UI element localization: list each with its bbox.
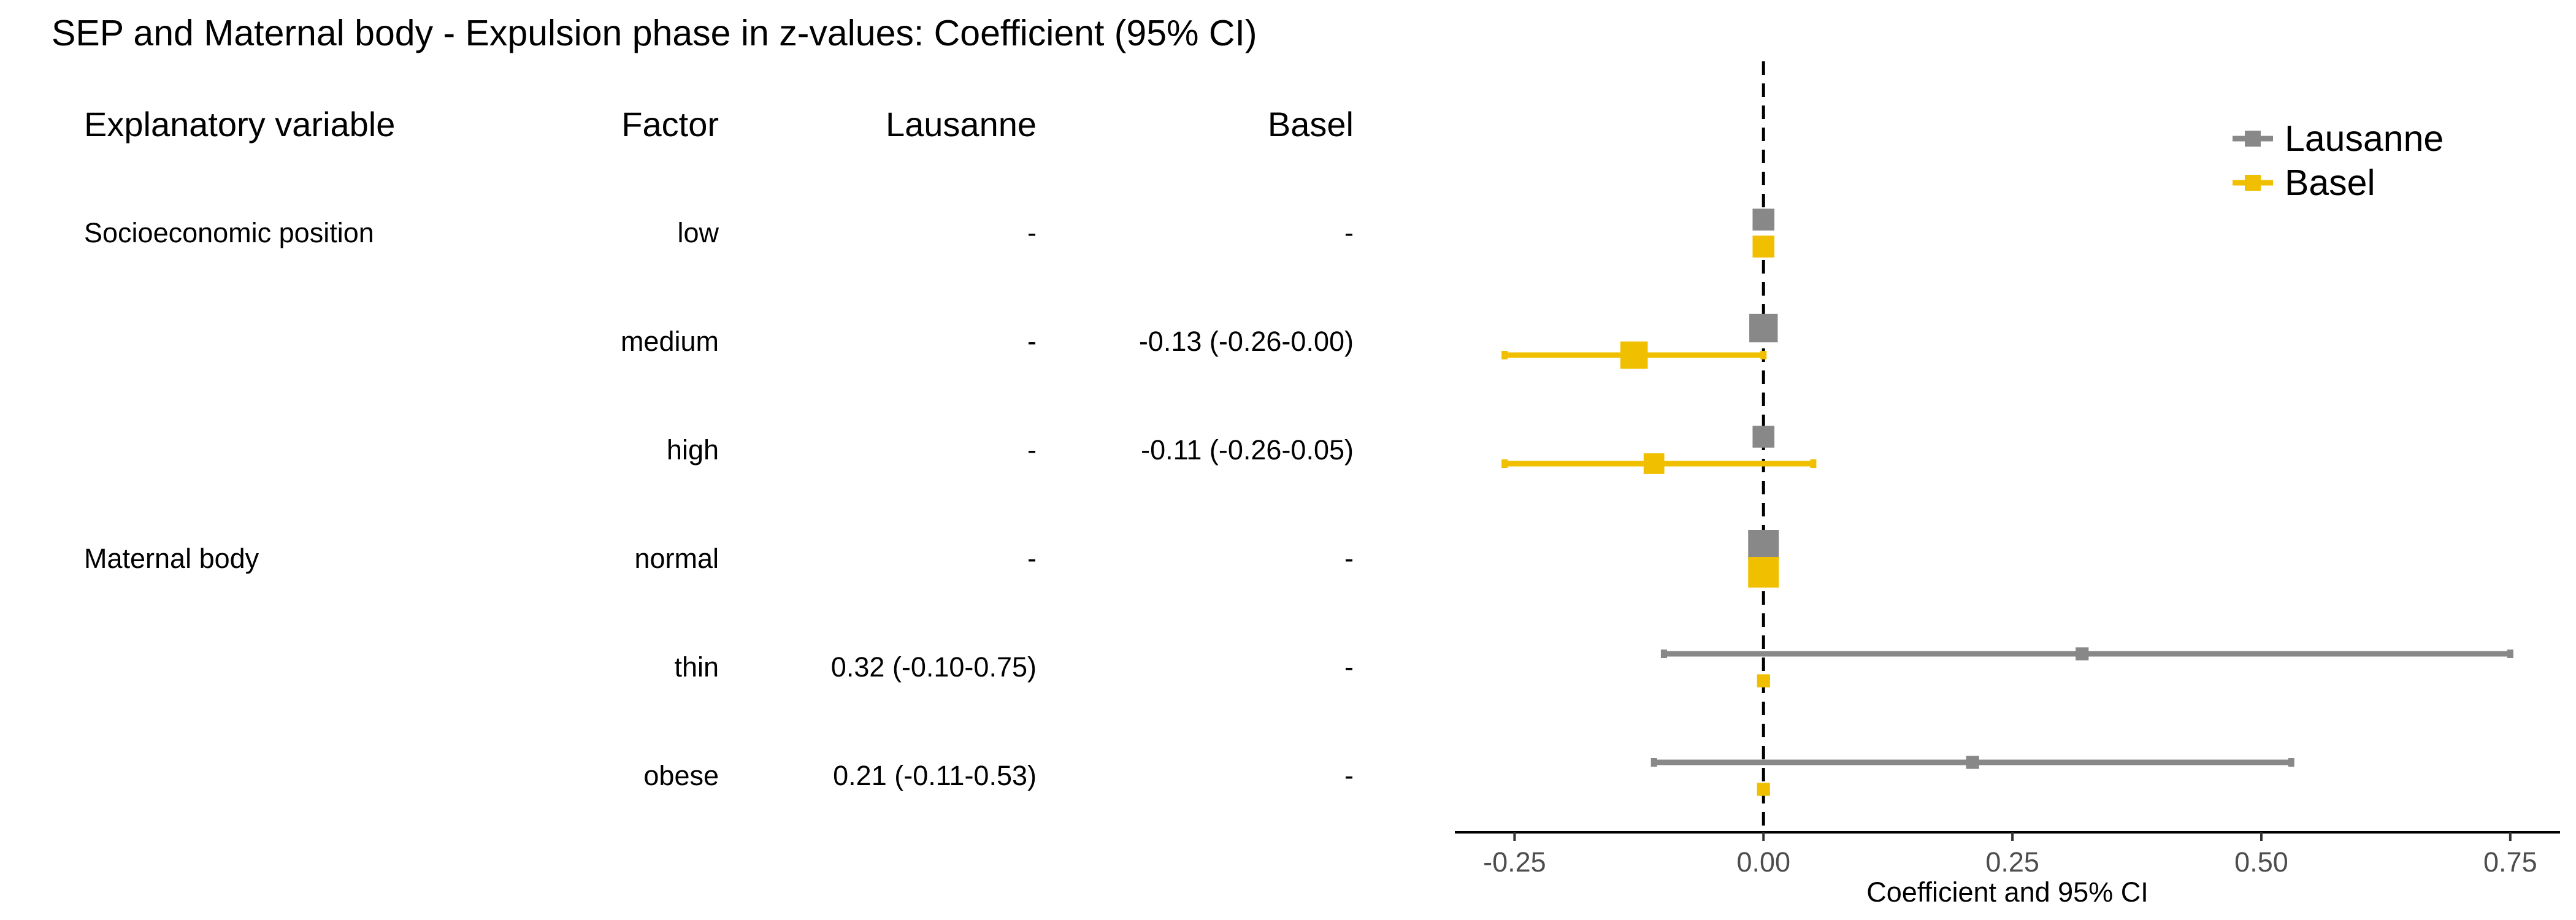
ci-cap-basel <box>1760 351 1767 359</box>
row-factor-label: thin <box>674 651 719 683</box>
row-lausanne-value: - <box>1027 217 1037 248</box>
ci-cap-basel <box>1501 351 1508 359</box>
ci-cap-lausanne <box>1660 650 1667 658</box>
row-factor-label: low <box>677 217 719 248</box>
header-lausanne: Lausanne <box>885 105 1037 144</box>
estimate-marker-lausanne <box>1752 426 1775 448</box>
row-factor-label: normal <box>634 543 719 574</box>
header-explanatory-variable: Explanatory variable <box>84 105 396 144</box>
row-lausanne-value: 0.21 (-0.11-0.53) <box>833 760 1037 791</box>
ci-cap-basel <box>1501 459 1508 468</box>
row-basel-value: - <box>1344 543 1354 574</box>
legend-marker-basel <box>2245 175 2261 191</box>
row-basel-value: -0.11 (-0.26-0.05) <box>1141 434 1354 466</box>
estimate-marker-lausanne <box>1749 313 1778 343</box>
row-factor-label: obese <box>643 760 719 791</box>
row-variable-label: Socioeconomic position <box>84 217 374 248</box>
estimate-marker-basel <box>1748 557 1779 588</box>
header-factor: Factor <box>621 105 719 144</box>
estimate-marker-lausanne <box>1752 209 1775 231</box>
estimate-marker-basel <box>1752 236 1775 258</box>
legend-marker-lausanne <box>2245 131 2261 147</box>
row-lausanne-value: 0.32 (-0.10-0.75) <box>830 651 1037 683</box>
row-basel-value: - <box>1344 217 1354 248</box>
x-tick-label: -0.25 <box>1483 846 1546 878</box>
row-factor-label: high <box>666 434 719 466</box>
ci-cap-basel <box>1810 459 1817 468</box>
legend: Lausanne Basel <box>2233 118 2444 203</box>
estimate-marker-basel <box>1643 453 1665 474</box>
ci-cap-lausanne <box>1650 758 1657 767</box>
estimate-marker-lausanne <box>2076 647 2089 661</box>
x-tick-label: 0.25 <box>1985 846 2039 878</box>
x-axis-ticks: -0.25 0.00 0.25 0.50 0.75 <box>1483 832 2537 878</box>
x-axis-title: Coefficient and 95% CI <box>1866 876 2148 908</box>
chart-title: SEP and Maternal body - Expulsion phase … <box>52 13 1257 53</box>
row-lausanne-value: - <box>1027 434 1037 466</box>
row-lausanne-value: - <box>1027 543 1037 574</box>
row-basel-value: - <box>1344 651 1354 683</box>
estimate-marker-basel <box>1757 674 1770 688</box>
x-tick-label: 0.50 <box>2234 846 2288 878</box>
estimate-marker-lausanne <box>1748 530 1779 561</box>
x-tick-label: 0.00 <box>1736 846 1790 878</box>
ci-cap-lausanne <box>2288 758 2294 767</box>
plot-marks <box>1501 209 2513 796</box>
estimate-marker-basel <box>1757 783 1770 796</box>
estimate-marker-lausanne <box>1966 756 1979 769</box>
legend-label-basel: Basel <box>2285 163 2375 203</box>
header-basel: Basel <box>1267 105 1354 144</box>
x-tick-label: 0.75 <box>2483 846 2537 878</box>
estimate-marker-basel <box>1620 341 1648 369</box>
ci-cap-lausanne <box>2507 650 2513 658</box>
row-basel-value: - <box>1344 760 1354 791</box>
legend-label-lausanne: Lausanne <box>2285 118 2444 159</box>
row-basel-value: -0.13 (-0.26-0.00) <box>1138 326 1354 357</box>
row-lausanne-value: - <box>1027 326 1037 357</box>
row-factor-label: medium <box>620 326 719 357</box>
row-variable-label: Maternal body <box>84 543 259 574</box>
